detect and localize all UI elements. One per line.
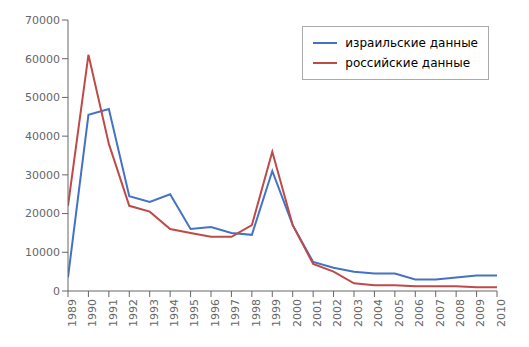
html-text:израильские данные: израильские данные (345, 36, 478, 50)
svg-text:1999: 1999 (270, 299, 283, 327)
svg-text:2002: 2002 (331, 299, 344, 327)
svg-text:70000: 70000 (25, 14, 60, 27)
svg-text:2005: 2005 (393, 299, 406, 327)
svg-text:1997: 1997 (229, 299, 242, 327)
svg-text:2004: 2004 (372, 299, 385, 327)
svg-text:2007: 2007 (434, 299, 447, 327)
svg-text:10000: 10000 (25, 246, 60, 259)
svg-text:2000: 2000 (291, 299, 304, 327)
svg-text:20000: 20000 (25, 207, 60, 220)
svg-text:1996: 1996 (209, 299, 222, 327)
svg-text:2008: 2008 (454, 299, 467, 327)
svg-text:2009: 2009 (474, 299, 487, 327)
svg-text:1991: 1991 (107, 299, 120, 327)
svg-text:2001: 2001 (311, 299, 324, 327)
svg-text:1995: 1995 (188, 299, 201, 327)
svg-text:1992: 1992 (127, 299, 140, 327)
svg-text:1998: 1998 (250, 299, 263, 327)
svg-text:2006: 2006 (413, 299, 426, 327)
svg-text:1989: 1989 (66, 299, 79, 327)
svg-text:40000: 40000 (25, 130, 60, 143)
svg-text:2003: 2003 (352, 299, 365, 327)
svg-text:1990: 1990 (86, 299, 99, 327)
svg-text:50000: 50000 (25, 91, 60, 104)
svg-text:0: 0 (53, 285, 60, 298)
html-text:российские данные: российские данные (345, 56, 471, 70)
svg-text:1993: 1993 (148, 299, 161, 327)
svg-text:2010: 2010 (495, 299, 508, 327)
svg-text:1994: 1994 (168, 299, 181, 327)
svg-text:30000: 30000 (25, 169, 60, 182)
svg-text:60000: 60000 (25, 53, 60, 66)
